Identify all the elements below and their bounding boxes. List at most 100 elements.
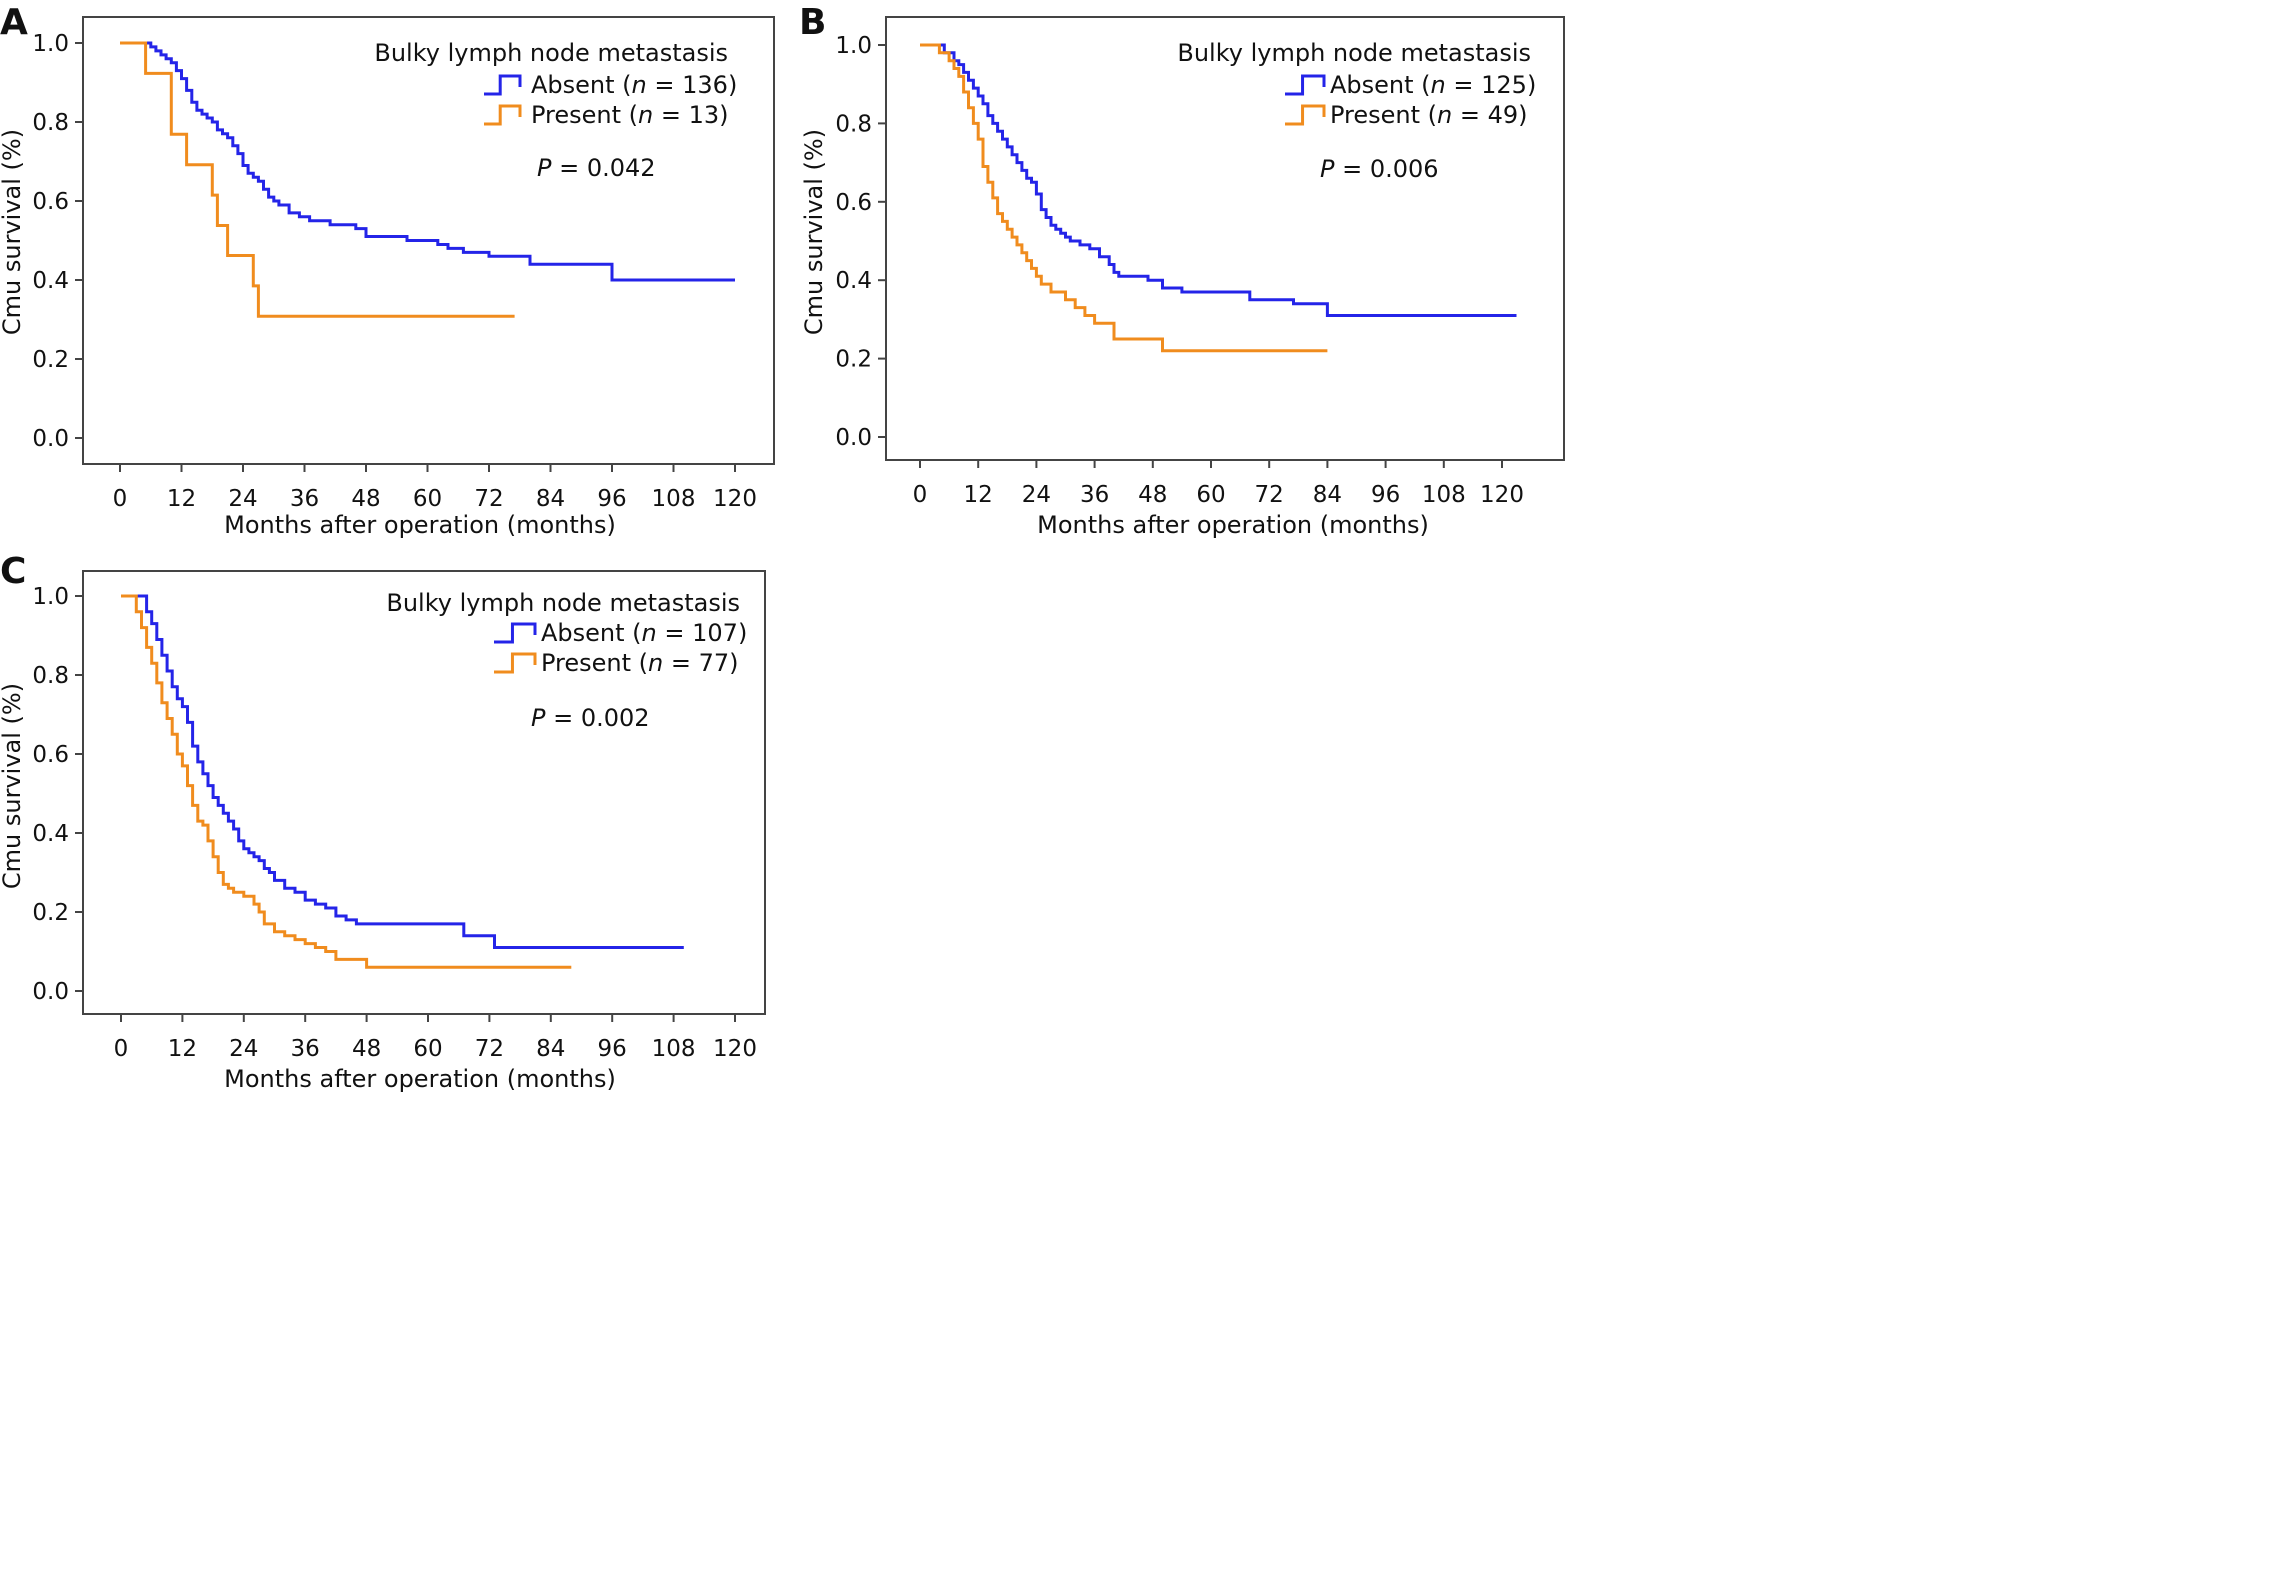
- survival-curve-absent: [121, 594, 684, 949]
- x-tick-label: 96: [597, 486, 626, 512]
- y-tick-label: 0.6: [32, 742, 69, 768]
- legend-entry-present: Present (n = 77): [541, 649, 739, 677]
- x-tick-label: 60: [1196, 482, 1225, 508]
- legend-paren: (: [625, 619, 642, 647]
- x-tick-label: 60: [413, 486, 442, 512]
- p-value-symbol: P: [537, 154, 552, 182]
- legend-series-label: Present: [531, 101, 621, 129]
- x-tick-label: 0: [913, 482, 928, 508]
- legend-paren: (: [615, 71, 632, 99]
- y-tick-label: 0.4: [32, 821, 69, 847]
- legend-n-value: = 107): [657, 619, 748, 647]
- x-tick-label: 36: [290, 486, 319, 512]
- x-tick-label: 24: [229, 1036, 258, 1062]
- x-axis-title: Months after operation (months): [224, 1065, 616, 1093]
- x-tick-label: 96: [598, 1036, 627, 1062]
- y-tick-label: 0.2: [835, 347, 872, 373]
- p-value-text: = 0.042: [551, 154, 655, 182]
- y-tick-label: 1.0: [835, 33, 872, 59]
- legend-entry-absent: Absent (n = 125): [1330, 71, 1536, 99]
- legend-paren: (: [1420, 101, 1437, 129]
- p-value: P = 0.002: [531, 704, 650, 732]
- legend-swatch-present: [484, 104, 522, 126]
- survival-curve-present: [920, 43, 1328, 353]
- legend-paren: (: [1414, 71, 1431, 99]
- legend-swatch-absent: [494, 622, 537, 644]
- survival-curve-present: [120, 41, 515, 318]
- survival-curve-absent: [920, 43, 1517, 317]
- x-tick-label: 24: [228, 486, 257, 512]
- legend-entry-absent: Absent (n = 136): [531, 71, 737, 99]
- legend-entry-present: Present (n = 13): [531, 101, 729, 129]
- legend-title: Bulky lymph node metastasis: [1177, 39, 1531, 67]
- x-tick-label: 108: [652, 1036, 696, 1062]
- p-value-symbol: P: [531, 704, 546, 732]
- y-tick-label: 1.0: [32, 584, 69, 610]
- p-value: P = 0.042: [537, 154, 656, 182]
- x-tick-label: 36: [1080, 482, 1109, 508]
- x-tick-label: 0: [113, 486, 128, 512]
- panel-c: C 0.0 0.2 0.4 0.6 0.8 1.0 0 12 24 36 48 60 72 84 96 108 1…: [0, 551, 766, 1093]
- y-axis-title: Cmu survival (%): [0, 129, 26, 335]
- legend-n-symbol: n: [1437, 101, 1452, 129]
- legend-n-symbol: n: [642, 619, 657, 647]
- y-tick-label: 0.0: [32, 979, 69, 1005]
- legend-series-label: Present: [541, 649, 631, 677]
- y-tick-label: 0.4: [835, 268, 872, 294]
- x-axis-title: Months after operation (months): [224, 511, 616, 539]
- y-axis-title: Cmu survival (%): [800, 129, 828, 335]
- x-tick-label: 120: [713, 486, 757, 512]
- x-tick-label: 96: [1371, 482, 1400, 508]
- x-tick-label: 48: [351, 486, 380, 512]
- legend-title: Bulky lymph node metastasis: [386, 589, 740, 617]
- legend-n-symbol: n: [648, 649, 663, 677]
- legend-n-value: = 77): [663, 649, 738, 677]
- y-tick-label: 0.8: [32, 110, 69, 136]
- legend-swatch-absent: [1285, 74, 1326, 96]
- p-value-text: = 0.006: [1334, 155, 1438, 183]
- x-tick-label: 48: [352, 1036, 381, 1062]
- x-tick-label: 24: [1022, 482, 1051, 508]
- y-tick-label: 0.8: [835, 111, 872, 137]
- y-tick-label: 0.4: [32, 268, 69, 294]
- legend-series-label: Absent: [1330, 71, 1414, 99]
- x-tick-label: 0: [114, 1036, 129, 1062]
- x-tick-label: 108: [1422, 482, 1466, 508]
- y-tick-label: 0.0: [835, 425, 872, 451]
- y-tick-label: 0.6: [835, 190, 872, 216]
- x-tick-label: 72: [1255, 482, 1284, 508]
- y-tick-label: 0.2: [32, 900, 69, 926]
- x-tick-label: 108: [652, 486, 696, 512]
- legend-swatch-absent: [484, 74, 522, 96]
- panel-a: A 0.0 0.2 0.4 0.6 0.8 1.0 0 12 24 36 48 60 72 84 96 108 1…: [0, 2, 775, 539]
- legend-entry-present: Present (n = 49): [1330, 101, 1528, 129]
- panel-label: B: [799, 2, 826, 43]
- x-tick-label: 84: [536, 486, 565, 512]
- x-tick-label: 72: [475, 1036, 504, 1062]
- x-tick-label: 12: [167, 486, 196, 512]
- legend-n-value: = 13): [653, 101, 728, 129]
- legend-n-value: = 49): [1452, 101, 1527, 129]
- legend-title: Bulky lymph node metastasis: [374, 39, 728, 67]
- survival-curve-present: [121, 594, 572, 969]
- panel-b: B 0.0 0.2 0.4 0.6 0.8 1.0 0 12 24 36 48 60 72 84 96 108 1…: [799, 2, 1565, 539]
- p-value-symbol: P: [1320, 155, 1335, 183]
- legend-entry-absent: Absent (n = 107): [541, 619, 747, 647]
- legend-series-label: Absent: [531, 71, 615, 99]
- legend-n-symbol: n: [1431, 71, 1446, 99]
- plot-frame: [82, 570, 766, 1015]
- panel-label: A: [0, 2, 28, 43]
- y-tick-label: 0.0: [32, 426, 69, 452]
- x-tick-label: 36: [291, 1036, 320, 1062]
- y-tick-label: 0.8: [32, 663, 69, 689]
- x-tick-label: 84: [536, 1036, 565, 1062]
- legend-paren: (: [621, 101, 638, 129]
- y-tick-label: 0.6: [32, 189, 69, 215]
- y-tick-label: 1.0: [32, 31, 69, 57]
- panel-label: C: [0, 551, 26, 592]
- x-tick-label: 12: [964, 482, 993, 508]
- plot-frame: [885, 16, 1565, 461]
- y-tick-label: 0.2: [32, 347, 69, 373]
- legend-series-label: Present: [1330, 101, 1420, 129]
